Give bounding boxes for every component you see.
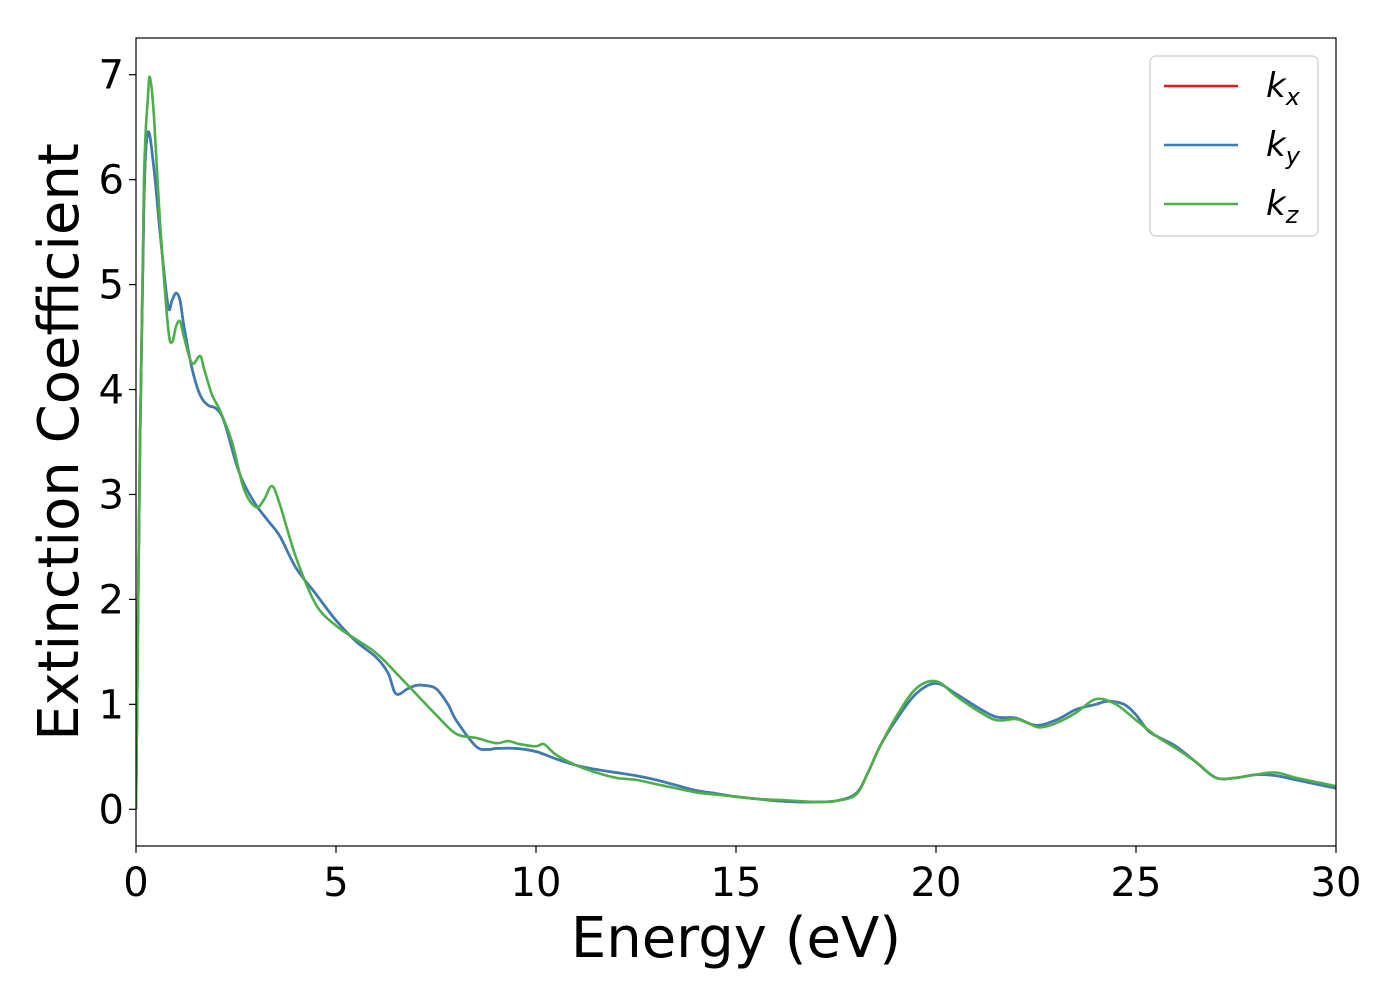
- series-line-ky: [136, 130, 1336, 810]
- y-axis-title: Extinction Coefficient: [27, 143, 92, 741]
- x-axis-title: Energy (eV): [571, 906, 901, 971]
- y-tick-label: 4: [99, 368, 124, 414]
- x-tick-label: 25: [1111, 860, 1162, 906]
- series-line-kz: [136, 75, 1336, 810]
- x-tick-label: 30: [1311, 860, 1362, 906]
- y-tick-label: 3: [99, 472, 124, 518]
- y-tick-label: 0: [99, 787, 124, 833]
- y-tick-label: 5: [99, 263, 124, 309]
- x-axis-ticks: 0 5 10 15 20 25 30: [123, 846, 1361, 906]
- x-tick-label: 5: [323, 860, 348, 906]
- legend-label-kx: kx: [1266, 66, 1301, 111]
- x-tick-label: 15: [711, 860, 762, 906]
- x-tick-label: 20: [911, 860, 962, 906]
- x-tick-label: 10: [511, 860, 562, 906]
- x-tick-label: 0: [123, 860, 148, 906]
- y-tick-label: 7: [99, 53, 124, 99]
- legend: kx ky kz: [1149, 55, 1319, 237]
- y-axis-ticks: 0 1 2 3 4 5 6 7: [99, 53, 136, 833]
- y-tick-label: 2: [99, 577, 124, 623]
- legend-label-ky: ky: [1266, 125, 1301, 170]
- y-tick-label: 6: [99, 158, 124, 204]
- series-lines: [136, 75, 1336, 810]
- legend-label-kz: kz: [1266, 184, 1300, 229]
- y-tick-label: 1: [99, 682, 124, 728]
